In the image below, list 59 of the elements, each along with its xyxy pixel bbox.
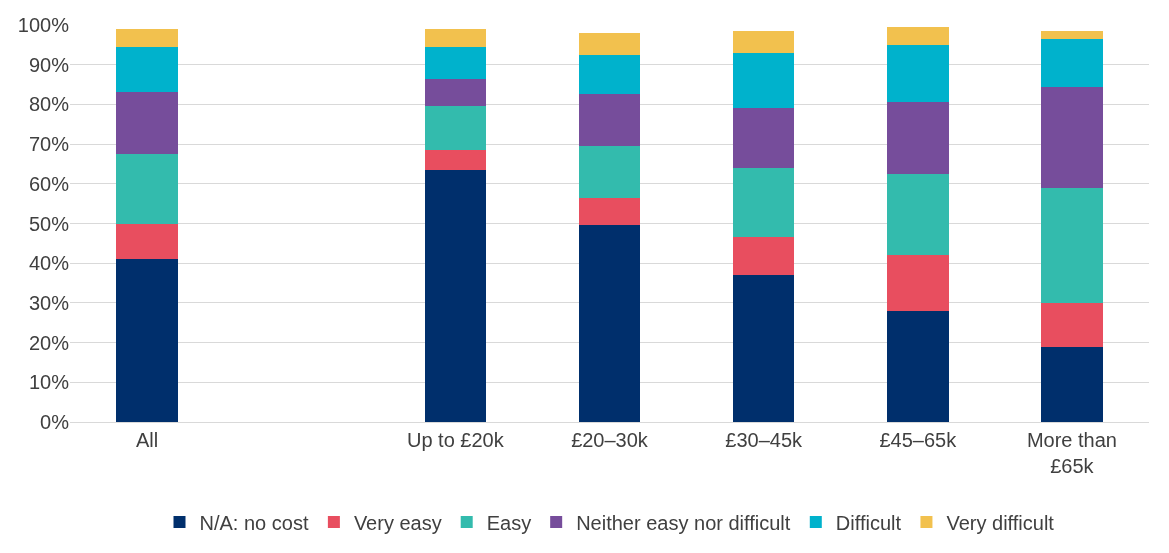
x-tick-label: Up to £20k [406,429,505,451]
x-tick-label: All [135,429,159,451]
bar [424,169,487,422]
bar [578,146,641,198]
legend-label: Neither easy nor difficult [576,511,791,534]
bar [116,92,178,155]
y-tick-label: 30% [28,291,70,314]
bar [1041,346,1103,422]
bar [116,46,178,93]
bar [1041,30,1103,39]
bar [116,223,178,260]
x-tick-label: £20–30k [571,429,649,451]
y-tick-label: 80% [28,93,70,116]
bar [732,237,795,276]
x-tick-label: £45–65k [879,429,958,451]
y-tick-label: 90% [28,53,70,76]
bar [578,225,641,422]
bar [1041,86,1103,188]
bar [1041,302,1103,347]
bar [578,32,641,55]
bar [732,108,795,168]
bar [886,44,949,103]
bar [732,167,795,238]
bar [886,310,949,422]
bar [732,275,795,422]
legend-label: Very difficult [946,511,1055,534]
bar [886,255,949,311]
x-tick-label: More than £65k [1026,429,1117,477]
bar [424,28,487,47]
bar [424,78,487,107]
bar [1041,187,1103,303]
y-tick-label: 100% [17,14,70,36]
y-tick-label: 0% [40,411,70,433]
y-tick-label: 70% [28,133,70,156]
bar [886,26,949,45]
y-tick-label: 20% [28,331,70,354]
legend-label: Very easy [353,511,442,534]
bar [424,150,487,170]
bar [424,46,487,79]
legend-label: Difficult [835,511,902,534]
y-tick-label: 50% [28,212,70,235]
bar [578,54,641,95]
y-tick-label: 60% [28,172,70,195]
bar [116,28,178,47]
bar [886,102,949,174]
bar [1041,38,1103,87]
bar [732,30,795,53]
bar [116,259,178,422]
bar [578,197,641,226]
y-tick-label: 10% [28,371,70,394]
legend-label: N/A: no cost [199,511,309,534]
bar [886,173,949,256]
y-tick-label: 40% [28,252,70,275]
bar [578,94,641,147]
x-tick-label: £30–45k [725,429,803,451]
bar [424,106,487,151]
legend-label: Easy [486,511,532,534]
bar [732,52,795,109]
bar [116,154,178,224]
